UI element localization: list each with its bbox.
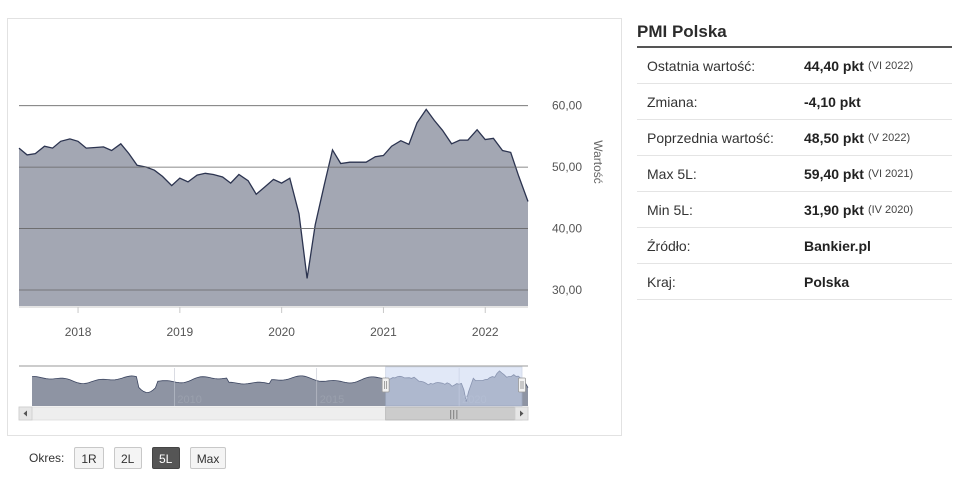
chart-svg: 30,00 40,00 50,00 60,00 2018 2019 2020 2021 2022… xyxy=(18,99,605,421)
scrollbar-grip-icon: ||| xyxy=(449,410,458,420)
info-row-source: Źródło: Bankier.pl xyxy=(637,228,952,264)
info-key: Max 5L: xyxy=(647,165,697,182)
period-label: Okres: xyxy=(29,451,65,465)
series-line xyxy=(18,108,529,279)
info-row-last-value: Ostatnia wartość: 44,40 pkt (VI 2022) xyxy=(637,48,952,84)
info-date: (VI 2022) xyxy=(867,59,914,72)
navigator-tick-label: 2015 xyxy=(320,394,344,406)
info-key: Ostatnia wartość: xyxy=(647,57,756,74)
navigator[interactable]: 201020152020||| xyxy=(18,365,529,421)
navigator-left-handle[interactable] xyxy=(381,377,390,393)
plot-area xyxy=(18,108,529,307)
x-tick-label: 2018 xyxy=(65,325,92,339)
info-key: Poprzednia wartość: xyxy=(647,129,774,146)
info-title: PMI Polska xyxy=(637,20,952,48)
info-value: 44,40 pkt xyxy=(804,57,864,74)
info-date: (VI 2021) xyxy=(867,167,914,180)
info-value: 59,40 pkt xyxy=(804,165,864,182)
period-5l-button[interactable]: 5L xyxy=(151,447,180,469)
info-row-country: Kraj: Polska xyxy=(637,264,952,300)
x-tick-label: 2021 xyxy=(370,325,397,339)
navigator-tick-label: 2010 xyxy=(177,394,201,406)
info-key: Zmiana: xyxy=(647,93,698,110)
info-value: Bankier.pl xyxy=(804,237,871,254)
period-max-button[interactable]: Max xyxy=(189,447,227,469)
info-value: 48,50 pkt xyxy=(804,129,864,146)
info-key: Min 5L: xyxy=(647,201,693,218)
info-key: Źródło: xyxy=(647,237,691,254)
info-value: -4,10 pkt xyxy=(804,93,861,110)
info-date: (IV 2020) xyxy=(867,203,914,216)
arrow-left-icon xyxy=(23,410,27,417)
info-row-change: Zmiana: -4,10 pkt xyxy=(637,84,952,120)
navigator-selected-range[interactable] xyxy=(385,366,523,407)
y-tick-label: 40,00 xyxy=(552,222,582,236)
period-2l-button[interactable]: 2L xyxy=(113,447,142,469)
info-row-max-5l: Max 5L: 59,40 pkt (VI 2021) xyxy=(637,156,952,192)
x-tick-label: 2020 xyxy=(268,325,295,339)
info-date: (V 2022) xyxy=(867,131,911,144)
period-selector: Okres: 1R 2L 5L Max xyxy=(29,445,236,471)
chart-container: 30,00 40,00 50,00 60,00 2018 2019 2020 2021 2022… xyxy=(7,18,622,436)
info-row-min-5l: Min 5L: 31,90 pkt (IV 2020) xyxy=(637,192,952,228)
info-row-previous-value: Poprzednia wartość: 48,50 pkt (V 2022) xyxy=(637,120,952,156)
info-value: 31,90 pkt xyxy=(804,201,864,218)
navigator-right-handle[interactable] xyxy=(518,377,526,393)
series-area xyxy=(19,109,528,307)
period-1r-button[interactable]: 1R xyxy=(74,447,104,469)
info-value: Polska xyxy=(804,273,850,290)
x-tick-label: 2022 xyxy=(472,325,499,339)
info-panel: PMI Polska Ostatnia wartość: 44,40 pkt (… xyxy=(637,20,952,300)
arrow-right-icon xyxy=(520,410,524,417)
axes: 30,00 40,00 50,00 60,00 2018 2019 2020 2021 2022 xyxy=(19,99,582,339)
x-tick-label: 2019 xyxy=(166,325,193,339)
y-tick-label: 30,00 xyxy=(552,283,582,297)
y-tick-label: 60,00 xyxy=(552,99,582,113)
y-axis-label: Wartość xyxy=(591,140,605,184)
info-key: Kraj: xyxy=(647,273,676,290)
y-tick-label: 50,00 xyxy=(552,160,582,174)
